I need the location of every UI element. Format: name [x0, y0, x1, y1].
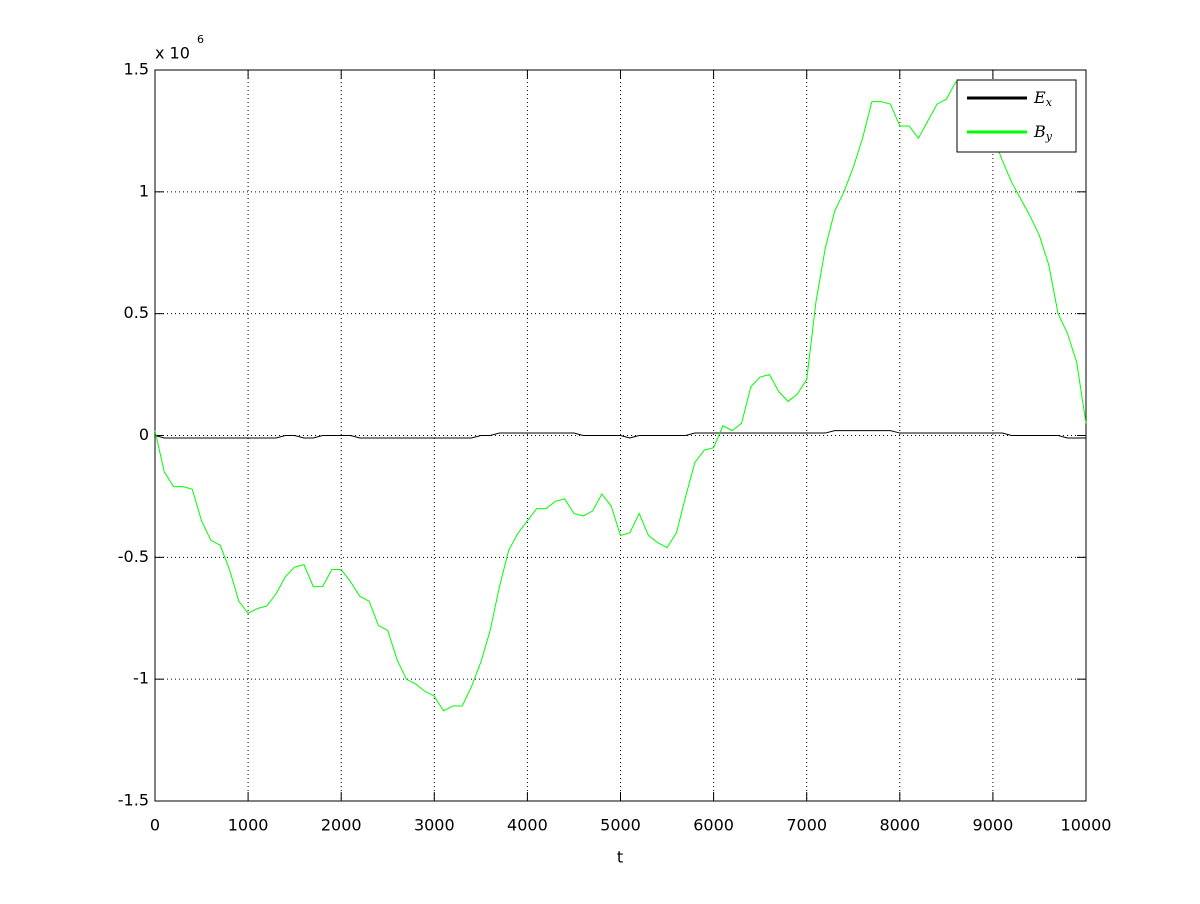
legend-label: Ex — [1033, 88, 1053, 110]
y-tick-label: 1.5 — [124, 60, 149, 79]
y-tick-label: -1.5 — [118, 791, 149, 810]
x-tick-label: 6000 — [693, 816, 734, 835]
x-tick-label: 3000 — [414, 816, 455, 835]
x-tick-label: 0 — [150, 816, 160, 835]
x-tick-label: 10000 — [1061, 816, 1112, 835]
series-line — [154, 81, 1087, 712]
series-line — [154, 430, 1086, 439]
x-tick-label: 4000 — [507, 816, 548, 835]
x-tick-label: 7000 — [786, 816, 827, 835]
y-tick-label: 1 — [139, 181, 149, 200]
legend-box — [956, 79, 1077, 153]
y-tick-label: -1 — [133, 669, 149, 688]
x-tick-label: 1000 — [228, 816, 269, 835]
y-tick-label: 0 — [139, 425, 149, 444]
x-tick-label: 2000 — [321, 816, 362, 835]
x-tick-label: 8000 — [879, 816, 920, 835]
y-tick-label: 0.5 — [124, 303, 149, 322]
y-scale-base: x 10 — [155, 44, 190, 63]
x-tick-label: 5000 — [600, 816, 641, 835]
y-scale-exponent: 6 — [197, 33, 204, 46]
x-axis-label: t — [617, 848, 623, 867]
y-tick-label: -0.5 — [118, 547, 149, 566]
legend-label: By — [1033, 122, 1053, 144]
x-tick-label: 9000 — [973, 816, 1014, 835]
